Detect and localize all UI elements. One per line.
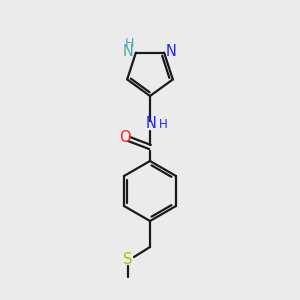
- Text: O: O: [119, 130, 131, 145]
- Text: H: H: [125, 37, 135, 50]
- Text: N: N: [166, 44, 177, 59]
- Text: S: S: [123, 253, 133, 268]
- Text: N: N: [123, 44, 134, 59]
- Text: H: H: [159, 118, 168, 131]
- Text: N: N: [146, 116, 156, 130]
